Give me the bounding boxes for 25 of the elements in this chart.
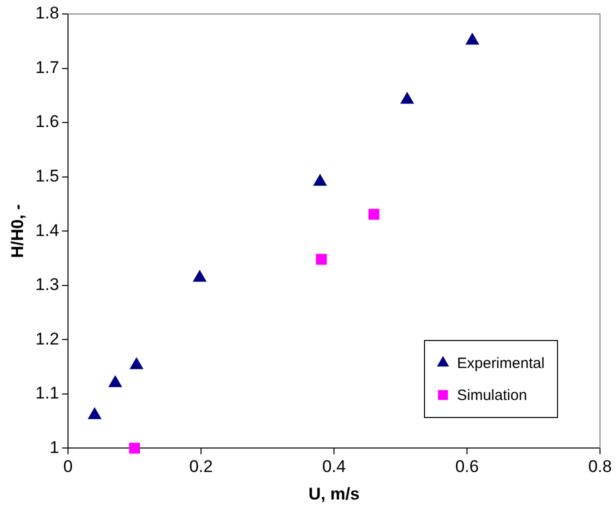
y-tick-label: 1.2 [35, 329, 60, 348]
x-tick-label: 0 [63, 457, 73, 476]
y-axis-title: H/H0, - [8, 204, 27, 258]
point [108, 376, 122, 388]
point [88, 408, 102, 420]
point [313, 174, 327, 186]
y-tick-label: 1.7 [35, 58, 60, 77]
x-tick-label: 0.2 [189, 457, 213, 476]
x-axis-title: U, m/s [308, 484, 360, 504]
y-tick-label: 1 [50, 438, 60, 457]
x-tick-label: 0.4 [322, 457, 346, 476]
y-tick-label: 1.6 [35, 112, 60, 132]
y-tick-label: 1.5 [35, 166, 60, 186]
y-tick-label: 1.1 [35, 384, 60, 403]
y-tick-label: 1.3 [35, 275, 60, 294]
legend-label: Experimental [457, 354, 545, 372]
x-tick-label: 0.6 [455, 457, 479, 476]
point [130, 358, 144, 370]
point [400, 92, 414, 104]
x-tick-label: 0.8 [588, 457, 612, 476]
point [193, 270, 206, 282]
y-tick-label: 1.4 [35, 220, 60, 240]
point [466, 33, 479, 45]
y-tick-label: 1.8 [35, 4, 60, 23]
legend-label: Simulation [457, 386, 528, 404]
